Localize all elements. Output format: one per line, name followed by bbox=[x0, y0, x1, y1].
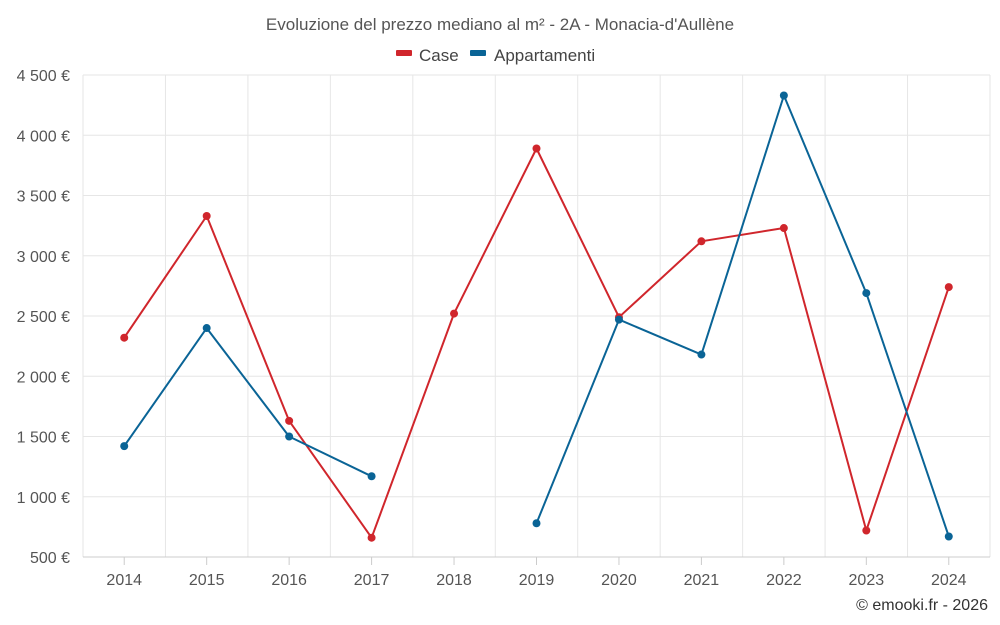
data-point-case-2019[interactable] bbox=[532, 144, 541, 153]
data-point-case-2016[interactable] bbox=[285, 416, 294, 425]
legend-marker-appartamenti bbox=[470, 50, 486, 56]
y-tick-label-2000: 2 000 € bbox=[17, 369, 70, 386]
data-point-appartamenti-2016[interactable] bbox=[285, 432, 294, 441]
data-point-case-2015[interactable] bbox=[202, 211, 211, 220]
x-tick-label-2017: 2017 bbox=[354, 572, 390, 589]
x-axis-ticks: 2014 2015 2016 2017 2018 2019 2020 2021 2022 2023… bbox=[106, 557, 967, 589]
x-tick-label-2022: 2022 bbox=[766, 572, 802, 589]
legend-marker-case bbox=[396, 50, 412, 56]
grid bbox=[82, 74, 991, 558]
data-point-appartamenti-2014[interactable] bbox=[120, 442, 129, 451]
x-tick-label-2018: 2018 bbox=[436, 572, 472, 589]
legend-label-case[interactable]: Case bbox=[419, 46, 459, 65]
data-point-case-2022[interactable] bbox=[779, 224, 788, 233]
legend-label-appartamenti[interactable]: Appartamenti bbox=[494, 46, 595, 65]
x-tick-label-2015: 2015 bbox=[189, 572, 225, 589]
credit-text: © emooki.fr - 2026 bbox=[856, 597, 988, 614]
x-tick-label-2016: 2016 bbox=[271, 572, 307, 589]
y-tick-label-3000: 3 000 € bbox=[17, 249, 70, 266]
x-tick-label-2024: 2024 bbox=[931, 572, 967, 589]
y-tick-label-4500: 4 500 € bbox=[17, 68, 70, 85]
x-tick-label-2023: 2023 bbox=[849, 572, 885, 589]
x-tick-label-2019: 2019 bbox=[519, 572, 555, 589]
data-point-appartamenti-2019[interactable] bbox=[532, 519, 541, 528]
data-point-appartamenti-2023[interactable] bbox=[862, 289, 871, 298]
y-tick-label-4000: 4 000 € bbox=[17, 128, 70, 145]
data-point-case-2021[interactable] bbox=[697, 237, 706, 246]
data-point-case-2017[interactable] bbox=[367, 533, 376, 542]
data-point-appartamenti-2020[interactable] bbox=[614, 315, 623, 324]
y-tick-label-1500: 1 500 € bbox=[17, 430, 70, 447]
chart-title: Evoluzione del prezzo mediano al m² - 2A… bbox=[266, 15, 734, 34]
y-axis-ticks: 500 € 1 000 € 1 500 € 2 000 € 2 500 € 3 000 €… bbox=[17, 68, 70, 567]
x-tick-label-2014: 2014 bbox=[106, 572, 142, 589]
data-point-case-2023[interactable] bbox=[862, 526, 871, 535]
x-tick-label-2020: 2020 bbox=[601, 572, 637, 589]
series bbox=[120, 91, 953, 542]
data-point-appartamenti-2015[interactable] bbox=[202, 324, 211, 333]
legend: Case Appartamenti bbox=[396, 46, 595, 65]
data-point-case-2024[interactable] bbox=[944, 283, 953, 292]
data-point-case-2014[interactable] bbox=[120, 333, 129, 342]
data-point-appartamenti-2022[interactable] bbox=[779, 91, 788, 100]
y-tick-label-500: 500 € bbox=[30, 550, 70, 567]
data-point-appartamenti-2021[interactable] bbox=[697, 350, 706, 359]
y-tick-label-1000: 1 000 € bbox=[17, 490, 70, 507]
data-point-appartamenti-2024[interactable] bbox=[944, 532, 953, 541]
y-tick-label-2500: 2 500 € bbox=[17, 309, 70, 326]
series-line-appartamenti-0 bbox=[123, 327, 373, 478]
data-point-case-2018[interactable] bbox=[450, 309, 459, 318]
y-tick-label-3500: 3 500 € bbox=[17, 189, 70, 206]
x-tick-label-2021: 2021 bbox=[684, 572, 720, 589]
data-point-appartamenti-2017[interactable] bbox=[367, 472, 376, 481]
series-line-appartamenti-1 bbox=[535, 94, 950, 537]
